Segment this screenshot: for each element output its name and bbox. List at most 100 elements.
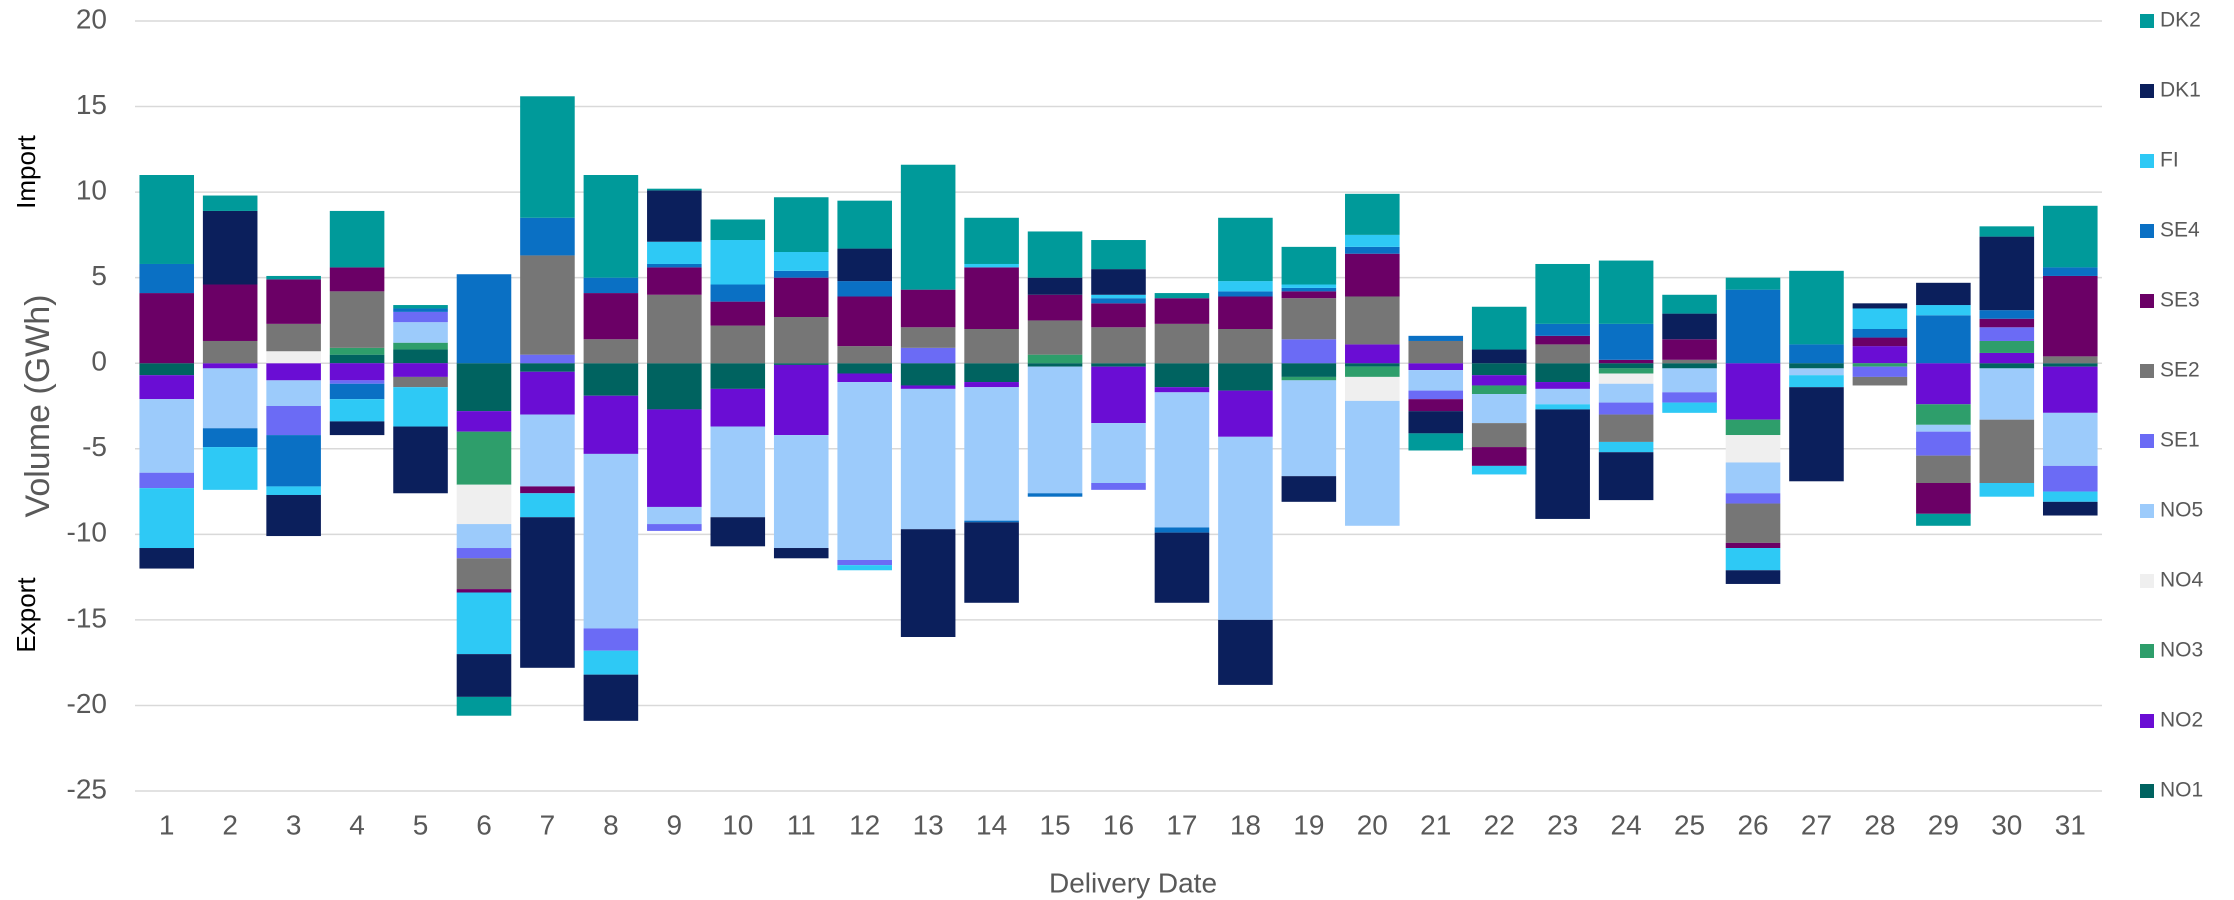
bar-segment xyxy=(139,488,195,549)
bar-segment xyxy=(202,447,258,490)
x-tick-label: 28 xyxy=(1864,809,1895,840)
bar-segment xyxy=(456,654,512,697)
bar-segment xyxy=(266,380,321,406)
bar-segment xyxy=(266,275,321,280)
bar-segment xyxy=(2042,465,2098,492)
bar-segment xyxy=(773,363,829,365)
bar-segment xyxy=(456,548,512,559)
bar-segment xyxy=(1345,296,1400,345)
bar-segment xyxy=(1027,363,1083,367)
bar-segment xyxy=(202,210,258,285)
bar-segment xyxy=(1916,513,1971,526)
bar-segment xyxy=(900,164,956,290)
bar-segment xyxy=(329,363,385,381)
bar-segment xyxy=(329,347,385,355)
bar-segment xyxy=(266,486,321,495)
y-tick-label: -15 xyxy=(67,602,107,633)
bar-segment xyxy=(837,373,892,383)
bar-segment xyxy=(1535,388,1590,405)
x-tick-label: 21 xyxy=(1420,809,1451,840)
bar-segment xyxy=(393,308,448,312)
bar-segment xyxy=(329,210,385,268)
bar-segment xyxy=(329,291,385,348)
legend-swatch xyxy=(2140,784,2154,798)
bar-segment xyxy=(1408,370,1464,391)
bar-segment xyxy=(837,382,892,560)
bar-segment xyxy=(393,363,448,377)
bar-segment xyxy=(1281,476,1337,502)
bar-segment xyxy=(837,248,892,282)
x-tick-label: 12 xyxy=(849,809,880,840)
bar-segment xyxy=(1725,435,1781,463)
bar-segment xyxy=(837,363,892,374)
bar-segment xyxy=(964,329,1019,364)
bar-segment xyxy=(329,354,385,364)
x-tick-label: 14 xyxy=(976,809,1007,840)
bar-segment xyxy=(1598,323,1654,360)
x-tick-label: 30 xyxy=(1991,809,2022,840)
bar-segment xyxy=(520,493,575,518)
x-tick-label: 19 xyxy=(1293,809,1324,840)
bar-segment xyxy=(1091,366,1146,424)
bar-segment xyxy=(1345,363,1400,367)
bar-segment xyxy=(1154,387,1210,393)
bar-segment xyxy=(1662,402,1717,413)
bar-segment xyxy=(773,270,829,278)
y-tick-label: -10 xyxy=(67,517,107,548)
x-tick-label: 20 xyxy=(1357,809,1388,840)
x-tick-label: 26 xyxy=(1737,809,1768,840)
bar-segment xyxy=(647,263,702,268)
bar-segment xyxy=(710,240,766,285)
legend-label: SE2 xyxy=(2160,359,2200,382)
bar-segment xyxy=(1662,392,1717,403)
legend-swatch xyxy=(2140,364,2154,378)
bar-segment xyxy=(1598,363,1654,369)
legend-label: SE4 xyxy=(2160,219,2200,242)
bar-segment xyxy=(266,323,321,352)
bar-segment xyxy=(1598,441,1654,453)
legend-swatch xyxy=(2140,504,2154,518)
y-tick-label: 20 xyxy=(76,3,107,34)
bar-segment xyxy=(773,277,829,318)
legend-swatch xyxy=(2140,84,2154,98)
legend-swatch xyxy=(2140,644,2154,658)
x-tick-label: 22 xyxy=(1484,809,1515,840)
bar-segment xyxy=(900,385,956,389)
bar-segment xyxy=(1979,340,2035,353)
bar-segment xyxy=(1598,368,1654,374)
bar-segment xyxy=(1535,335,1590,345)
bar-segment xyxy=(1662,339,1717,360)
bar-segment xyxy=(1725,570,1781,584)
bar-segment xyxy=(1345,253,1400,297)
bar-segment xyxy=(710,219,766,241)
bar-segment xyxy=(2042,501,2098,516)
bar-segment xyxy=(1598,373,1654,384)
bar-segment xyxy=(837,560,892,566)
bar-segment xyxy=(900,289,956,328)
export-label: Export xyxy=(11,577,41,653)
bar-segment xyxy=(1027,366,1083,494)
bar-segment xyxy=(1281,339,1337,364)
bar-segment xyxy=(1916,483,1971,514)
bar-segment xyxy=(710,284,766,302)
bar-segment xyxy=(1027,277,1083,295)
x-tick-label: 25 xyxy=(1674,809,1705,840)
bar-segment xyxy=(1471,423,1527,448)
x-tick-label: 5 xyxy=(413,809,429,840)
bar-segment xyxy=(1979,352,2035,364)
bar-segment xyxy=(2042,366,2098,413)
bar-segment xyxy=(1408,363,1464,371)
bar-segment xyxy=(1725,493,1781,504)
y-tick-label: 15 xyxy=(76,89,107,120)
bar-segment xyxy=(1979,226,2035,237)
bar-segment xyxy=(1281,298,1337,340)
x-tick-label: 17 xyxy=(1166,809,1197,840)
bar-segment xyxy=(647,409,702,507)
bar-segment xyxy=(266,363,321,381)
bar-segment xyxy=(583,363,639,396)
x-tick-label: 31 xyxy=(2055,809,2086,840)
x-tick-label: 10 xyxy=(722,809,753,840)
bar-segment xyxy=(1852,366,1908,377)
bar-segment xyxy=(1408,335,1464,341)
bar-segment xyxy=(1471,363,1527,376)
